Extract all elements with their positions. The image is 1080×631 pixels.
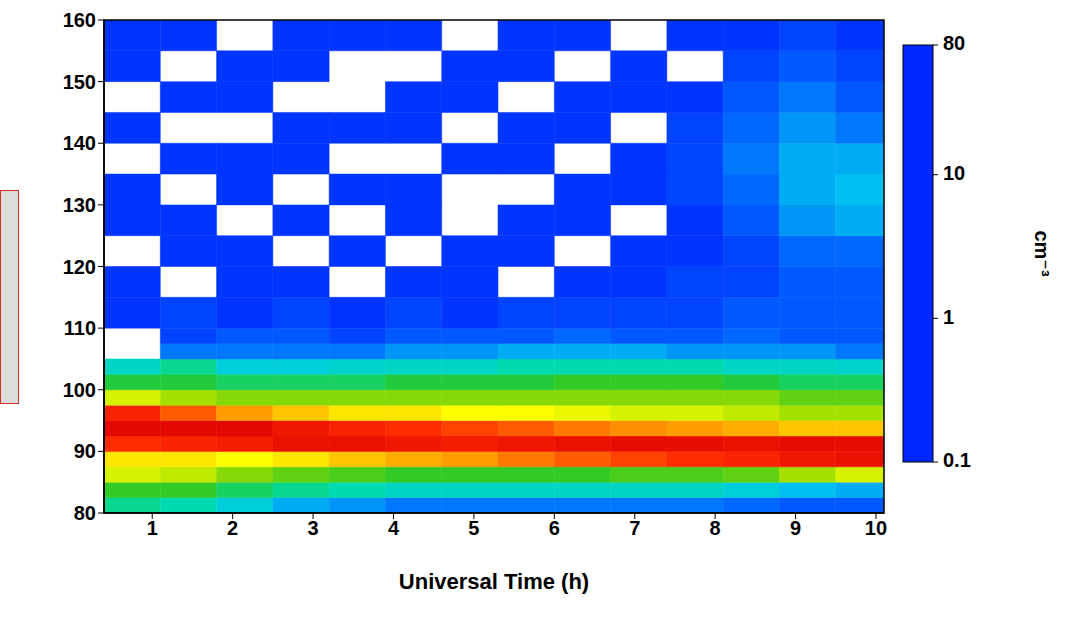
svg-text:7: 7 — [629, 517, 640, 539]
svg-text:9: 9 — [790, 517, 801, 539]
svg-text:4: 4 — [388, 517, 400, 539]
svg-text:6: 6 — [549, 517, 560, 539]
svg-text:110: 110 — [64, 317, 96, 339]
svg-text:3: 3 — [308, 517, 319, 539]
svg-text:150: 150 — [63, 71, 96, 93]
svg-text:1: 1 — [943, 306, 954, 328]
svg-text:Universal Time (h): Universal Time (h) — [399, 569, 589, 594]
svg-text:130: 130 — [63, 194, 96, 216]
svg-text:100: 100 — [63, 379, 96, 401]
svg-text:2: 2 — [227, 517, 238, 539]
svg-text:160: 160 — [63, 9, 96, 31]
svg-text:80: 80 — [943, 32, 965, 54]
svg-text:120: 120 — [63, 256, 96, 278]
svg-text:cm⁻³: cm⁻³ — [1031, 230, 1053, 276]
svg-text:80: 80 — [74, 502, 96, 524]
svg-text:1: 1 — [147, 517, 158, 539]
svg-text:90: 90 — [74, 440, 96, 462]
svg-text:10: 10 — [865, 517, 887, 539]
svg-text:0.1: 0.1 — [943, 449, 971, 471]
svg-text:10: 10 — [943, 162, 965, 184]
svg-text:8: 8 — [710, 517, 721, 539]
svg-text:5: 5 — [468, 517, 479, 539]
svg-text:140: 140 — [63, 132, 96, 154]
